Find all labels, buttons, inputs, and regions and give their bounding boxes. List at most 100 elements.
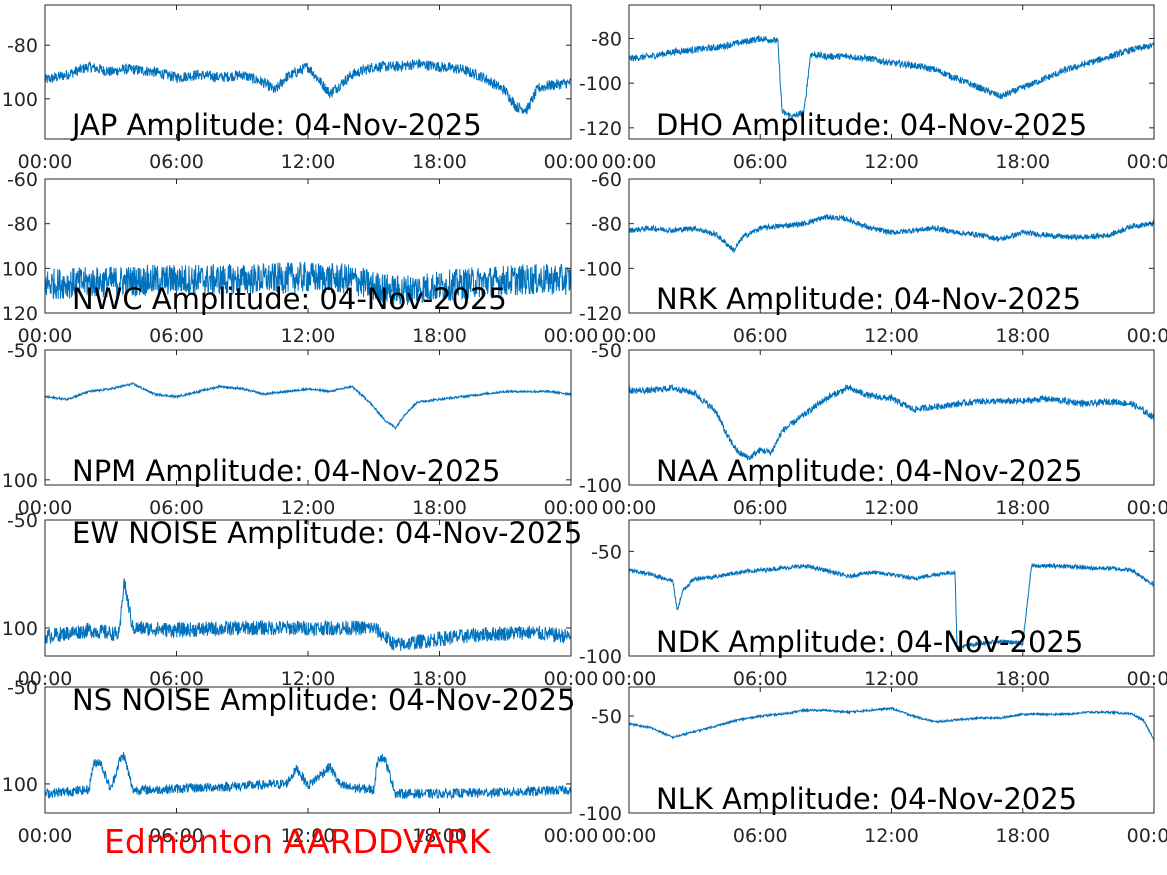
station-label: Edmonton AARDDVARK	[104, 822, 492, 861]
x-tick-label: 12:00	[864, 497, 919, 519]
y-tick-label: -120	[579, 118, 622, 140]
x-tick-label: 06:00	[149, 325, 204, 347]
x-tick-label: 06:00	[149, 668, 204, 690]
panel-4: -50 100 00:00 06:00 12:00 18:00 00:00 NPM Ampli…	[2, 340, 599, 519]
x-tick-label: 00:00	[602, 497, 657, 519]
x-tick-label: 00:00	[544, 151, 599, 173]
x-tick-label: 06:00	[733, 668, 788, 690]
series-line	[629, 213, 1154, 253]
series-line	[629, 383, 1154, 461]
x-tick-label: 00:00	[544, 497, 599, 519]
panel-0: -80 100 00:00 06:00 12:00 18:00 00:00 JAP Ampli…	[2, 4, 599, 173]
x-tick-label: 06:00	[733, 825, 788, 847]
y-tick-label: 100	[2, 774, 38, 796]
panel-title: EW NOISE Amplitude: 04-Nov-2025	[72, 516, 582, 550]
y-tick-label: -100	[579, 803, 622, 825]
y-tick-label: -100	[579, 258, 622, 280]
x-tick-label: 00:00	[1127, 668, 1167, 690]
y-tick-label: 100	[2, 258, 38, 280]
panel-title: NWC Amplitude: 04-Nov-2025	[72, 282, 507, 316]
x-tick-label: 12:00	[281, 668, 336, 690]
series-line	[629, 35, 1154, 120]
panel-title: JAP Amplitude: 04-Nov-2025	[70, 108, 482, 142]
x-tick-label: 12:00	[864, 668, 919, 690]
y-tick-label: 100	[2, 89, 38, 111]
series-line	[45, 261, 571, 306]
x-tick-label: 06:00	[733, 497, 788, 519]
series-line	[45, 752, 571, 800]
y-tick-label: -50	[7, 340, 38, 362]
panel-title: NLK Amplitude: 04-Nov-2025	[656, 782, 1077, 816]
x-tick-label: 00:00	[544, 668, 599, 690]
x-tick-label: 06:00	[149, 497, 204, 519]
y-tick-label: -50	[591, 706, 622, 728]
series-line	[45, 382, 571, 431]
y-tick-label: -80	[7, 35, 38, 57]
series-line	[629, 562, 1154, 651]
x-tick-label: 18:00	[412, 497, 467, 519]
x-tick-label: 18:00	[412, 668, 467, 690]
panel-6: -50 100 00:00 06:00 12:00 18:00 00:00 EW NOISE …	[2, 510, 599, 690]
x-tick-label: 00:00	[18, 668, 73, 690]
x-tick-label: 18:00	[412, 151, 467, 173]
x-tick-label: 00:00	[602, 151, 657, 173]
x-tick-label: 18:00	[412, 325, 467, 347]
x-tick-label: 12:00	[281, 325, 336, 347]
x-tick-label: 00:00	[602, 668, 657, 690]
panel-3: -60-80-100-12000:0006:0012:0018:0000:00N…	[579, 169, 1167, 347]
series-line	[45, 58, 571, 115]
panel-8: -50 100 00:00 06:00 12:00 18:00 00:00 NS NOISE …	[2, 677, 599, 847]
x-tick-label: 06:00	[733, 151, 788, 173]
panel-title: NAA Amplitude: 04-Nov-2025	[656, 454, 1082, 488]
y-tick-label: 100	[2, 618, 38, 640]
x-tick-label: 12:00	[281, 497, 336, 519]
x-tick-label: 00:00	[1127, 325, 1167, 347]
panel-title: NPM Amplitude: 04-Nov-2025	[72, 454, 500, 488]
x-tick-label: 00:00	[18, 825, 73, 847]
y-tick-label: 100	[2, 470, 38, 492]
y-tick-label: -80	[591, 29, 622, 51]
panel-1: -80 -100 -120 00:00 06:00 12:00 18:00 00:00 DHO …	[579, 4, 1167, 173]
x-tick-label: 18:00	[995, 668, 1050, 690]
x-tick-label: 00:00	[544, 825, 599, 847]
x-tick-label: 12:00	[864, 325, 919, 347]
panel-title: NDK Amplitude: 04-Nov-2025	[656, 625, 1083, 659]
x-tick-label: 12:00	[864, 151, 919, 173]
x-tick-label: 00:00	[602, 325, 657, 347]
y-tick-label: -100	[579, 646, 622, 668]
panel-title: NRK Amplitude: 04-Nov-2025	[656, 282, 1081, 316]
y-tick-label: -80	[7, 214, 38, 236]
x-tick-label: 18:00	[995, 497, 1050, 519]
x-tick-label: 00:00	[18, 325, 73, 347]
x-tick-label: 00:00	[1127, 825, 1167, 847]
y-tick-label: -80	[591, 214, 622, 236]
x-tick-label: 18:00	[995, 151, 1050, 173]
y-tick-label: -100	[579, 475, 622, 497]
y-tick-label: -50	[591, 541, 622, 563]
x-tick-label: 06:00	[149, 151, 204, 173]
x-tick-label: 06:00	[149, 825, 204, 847]
y-tick-label: -50	[7, 677, 38, 699]
x-tick-label: 00:00	[602, 825, 657, 847]
y-tick-label: -50	[591, 340, 622, 362]
y-tick-label: -60	[7, 169, 38, 191]
x-tick-label: 12:00	[281, 825, 336, 847]
y-tick-label: -120	[579, 303, 622, 325]
y-tick-label: 120	[2, 303, 38, 325]
panel-title: DHO Amplitude: 04-Nov-2025	[656, 108, 1087, 142]
x-tick-label: 00:00	[1127, 151, 1167, 173]
x-tick-label: 18:00	[995, 825, 1050, 847]
x-tick-label: 00:00	[1127, 497, 1167, 519]
y-tick-label: -50	[7, 510, 38, 532]
series-line	[629, 706, 1154, 741]
x-tick-label: 12:00	[281, 151, 336, 173]
series-line	[45, 578, 571, 651]
x-tick-label: 00:00	[544, 325, 599, 347]
x-tick-label: 12:00	[864, 825, 919, 847]
x-tick-label: 18:00	[995, 325, 1050, 347]
